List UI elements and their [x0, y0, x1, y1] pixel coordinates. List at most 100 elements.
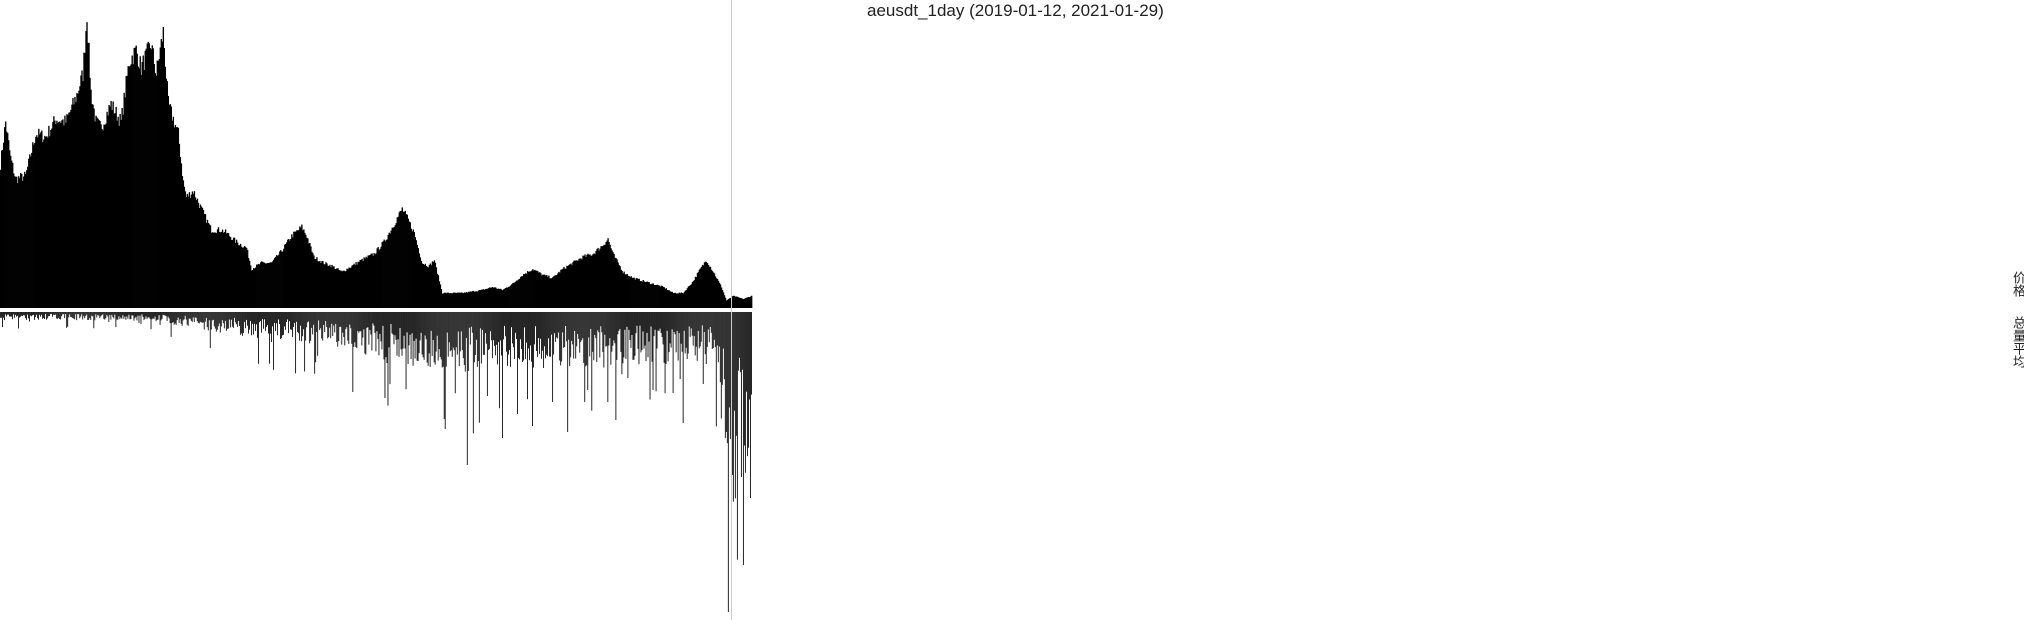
volume-bar — [24, 312, 25, 316]
price-bar — [627, 275, 629, 308]
volume-bar — [160, 312, 162, 321]
volume-bar — [670, 312, 672, 348]
price-bar — [636, 278, 638, 308]
price-bar — [263, 262, 265, 308]
price-bar — [161, 41, 163, 309]
volume-bar — [470, 312, 472, 327]
price-bar — [35, 136, 37, 308]
price-bar — [542, 274, 544, 308]
price-bar — [708, 266, 711, 308]
volume-bar — [588, 312, 590, 338]
volume-bar — [72, 312, 74, 318]
price-bar — [91, 103, 93, 308]
volume-bar — [1, 312, 2, 318]
volume-bar — [223, 312, 225, 329]
price-bar — [319, 260, 321, 308]
price-bar — [24, 171, 26, 308]
volume-bar — [166, 312, 168, 321]
price-bar — [163, 48, 165, 309]
price-bar — [406, 214, 408, 308]
price-bar — [598, 250, 600, 308]
price-bar — [722, 292, 725, 308]
volume-bar — [569, 312, 571, 367]
price-bar — [693, 280, 696, 308]
volume-bar — [77, 312, 79, 315]
volume-bar — [564, 312, 566, 348]
volume-bar — [319, 312, 321, 331]
volume-bar — [176, 312, 178, 321]
price-bar — [272, 261, 274, 308]
price-bar — [216, 229, 219, 308]
volume-bar — [38, 312, 39, 320]
volume-bar — [645, 312, 647, 362]
volume-bar — [599, 312, 601, 358]
price-bar — [488, 287, 491, 308]
price-bar — [632, 277, 634, 308]
volume-bar — [334, 312, 336, 333]
price-bar — [277, 256, 279, 308]
volume-bar — [396, 312, 398, 356]
price-bar — [612, 252, 614, 308]
volume-bar — [285, 312, 286, 330]
volume-bar — [511, 312, 512, 328]
price-bar — [117, 116, 119, 308]
price-bar — [208, 224, 211, 308]
price-bar — [516, 280, 518, 308]
volume-bar — [55, 312, 57, 315]
volume-bar — [107, 312, 109, 317]
volume-bar — [349, 312, 351, 325]
volume-bar — [689, 312, 691, 337]
volume-bar — [178, 312, 180, 323]
volume-bar — [441, 312, 443, 368]
volume-bar — [212, 312, 214, 320]
price-bar — [68, 112, 70, 308]
price-bar — [279, 251, 281, 308]
price-bar — [101, 128, 103, 308]
price-bar — [504, 288, 506, 308]
volume-bar — [510, 312, 511, 367]
volume-bar — [155, 312, 157, 322]
volume-bar — [642, 312, 644, 332]
price-bar — [429, 263, 432, 308]
volume-bar — [270, 312, 271, 334]
volume-bar — [572, 312, 574, 345]
price-bar — [501, 289, 503, 308]
price-bar — [748, 297, 751, 308]
price-bar — [701, 264, 704, 308]
volume-bar — [476, 312, 478, 367]
volume-bar — [711, 312, 713, 349]
price-bar — [393, 226, 395, 308]
price-bar — [200, 206, 203, 308]
price-bar — [15, 176, 17, 308]
volume-bar — [473, 312, 475, 363]
volume-bar — [390, 312, 392, 325]
volume-bar — [149, 312, 151, 319]
volume-bar — [633, 312, 635, 360]
price-bar — [226, 232, 229, 308]
price-bar — [211, 232, 214, 308]
volume-bar — [60, 312, 62, 320]
volume-bar — [402, 312, 404, 349]
volume-bar — [100, 312, 102, 317]
volume-bar — [658, 312, 660, 332]
price-bar — [32, 142, 34, 308]
volume-bar — [147, 312, 149, 318]
volume-bar — [687, 312, 689, 354]
volume-bar — [446, 312, 448, 333]
volume-bar — [266, 312, 267, 327]
volume-bar — [225, 312, 227, 331]
price-bar — [410, 228, 412, 308]
volume-bar — [348, 312, 350, 344]
volume-bar — [121, 312, 123, 319]
volume-bar — [115, 312, 117, 328]
volume-bar — [247, 312, 249, 334]
price-bar — [614, 257, 616, 308]
volume-bar — [175, 312, 177, 325]
price-bar — [517, 280, 519, 308]
volume-bar — [120, 312, 122, 318]
volume-bar — [535, 312, 536, 327]
volume-bar — [80, 312, 82, 317]
volume-bar — [328, 312, 330, 338]
price-bar — [289, 240, 291, 308]
price-bar — [715, 278, 718, 308]
